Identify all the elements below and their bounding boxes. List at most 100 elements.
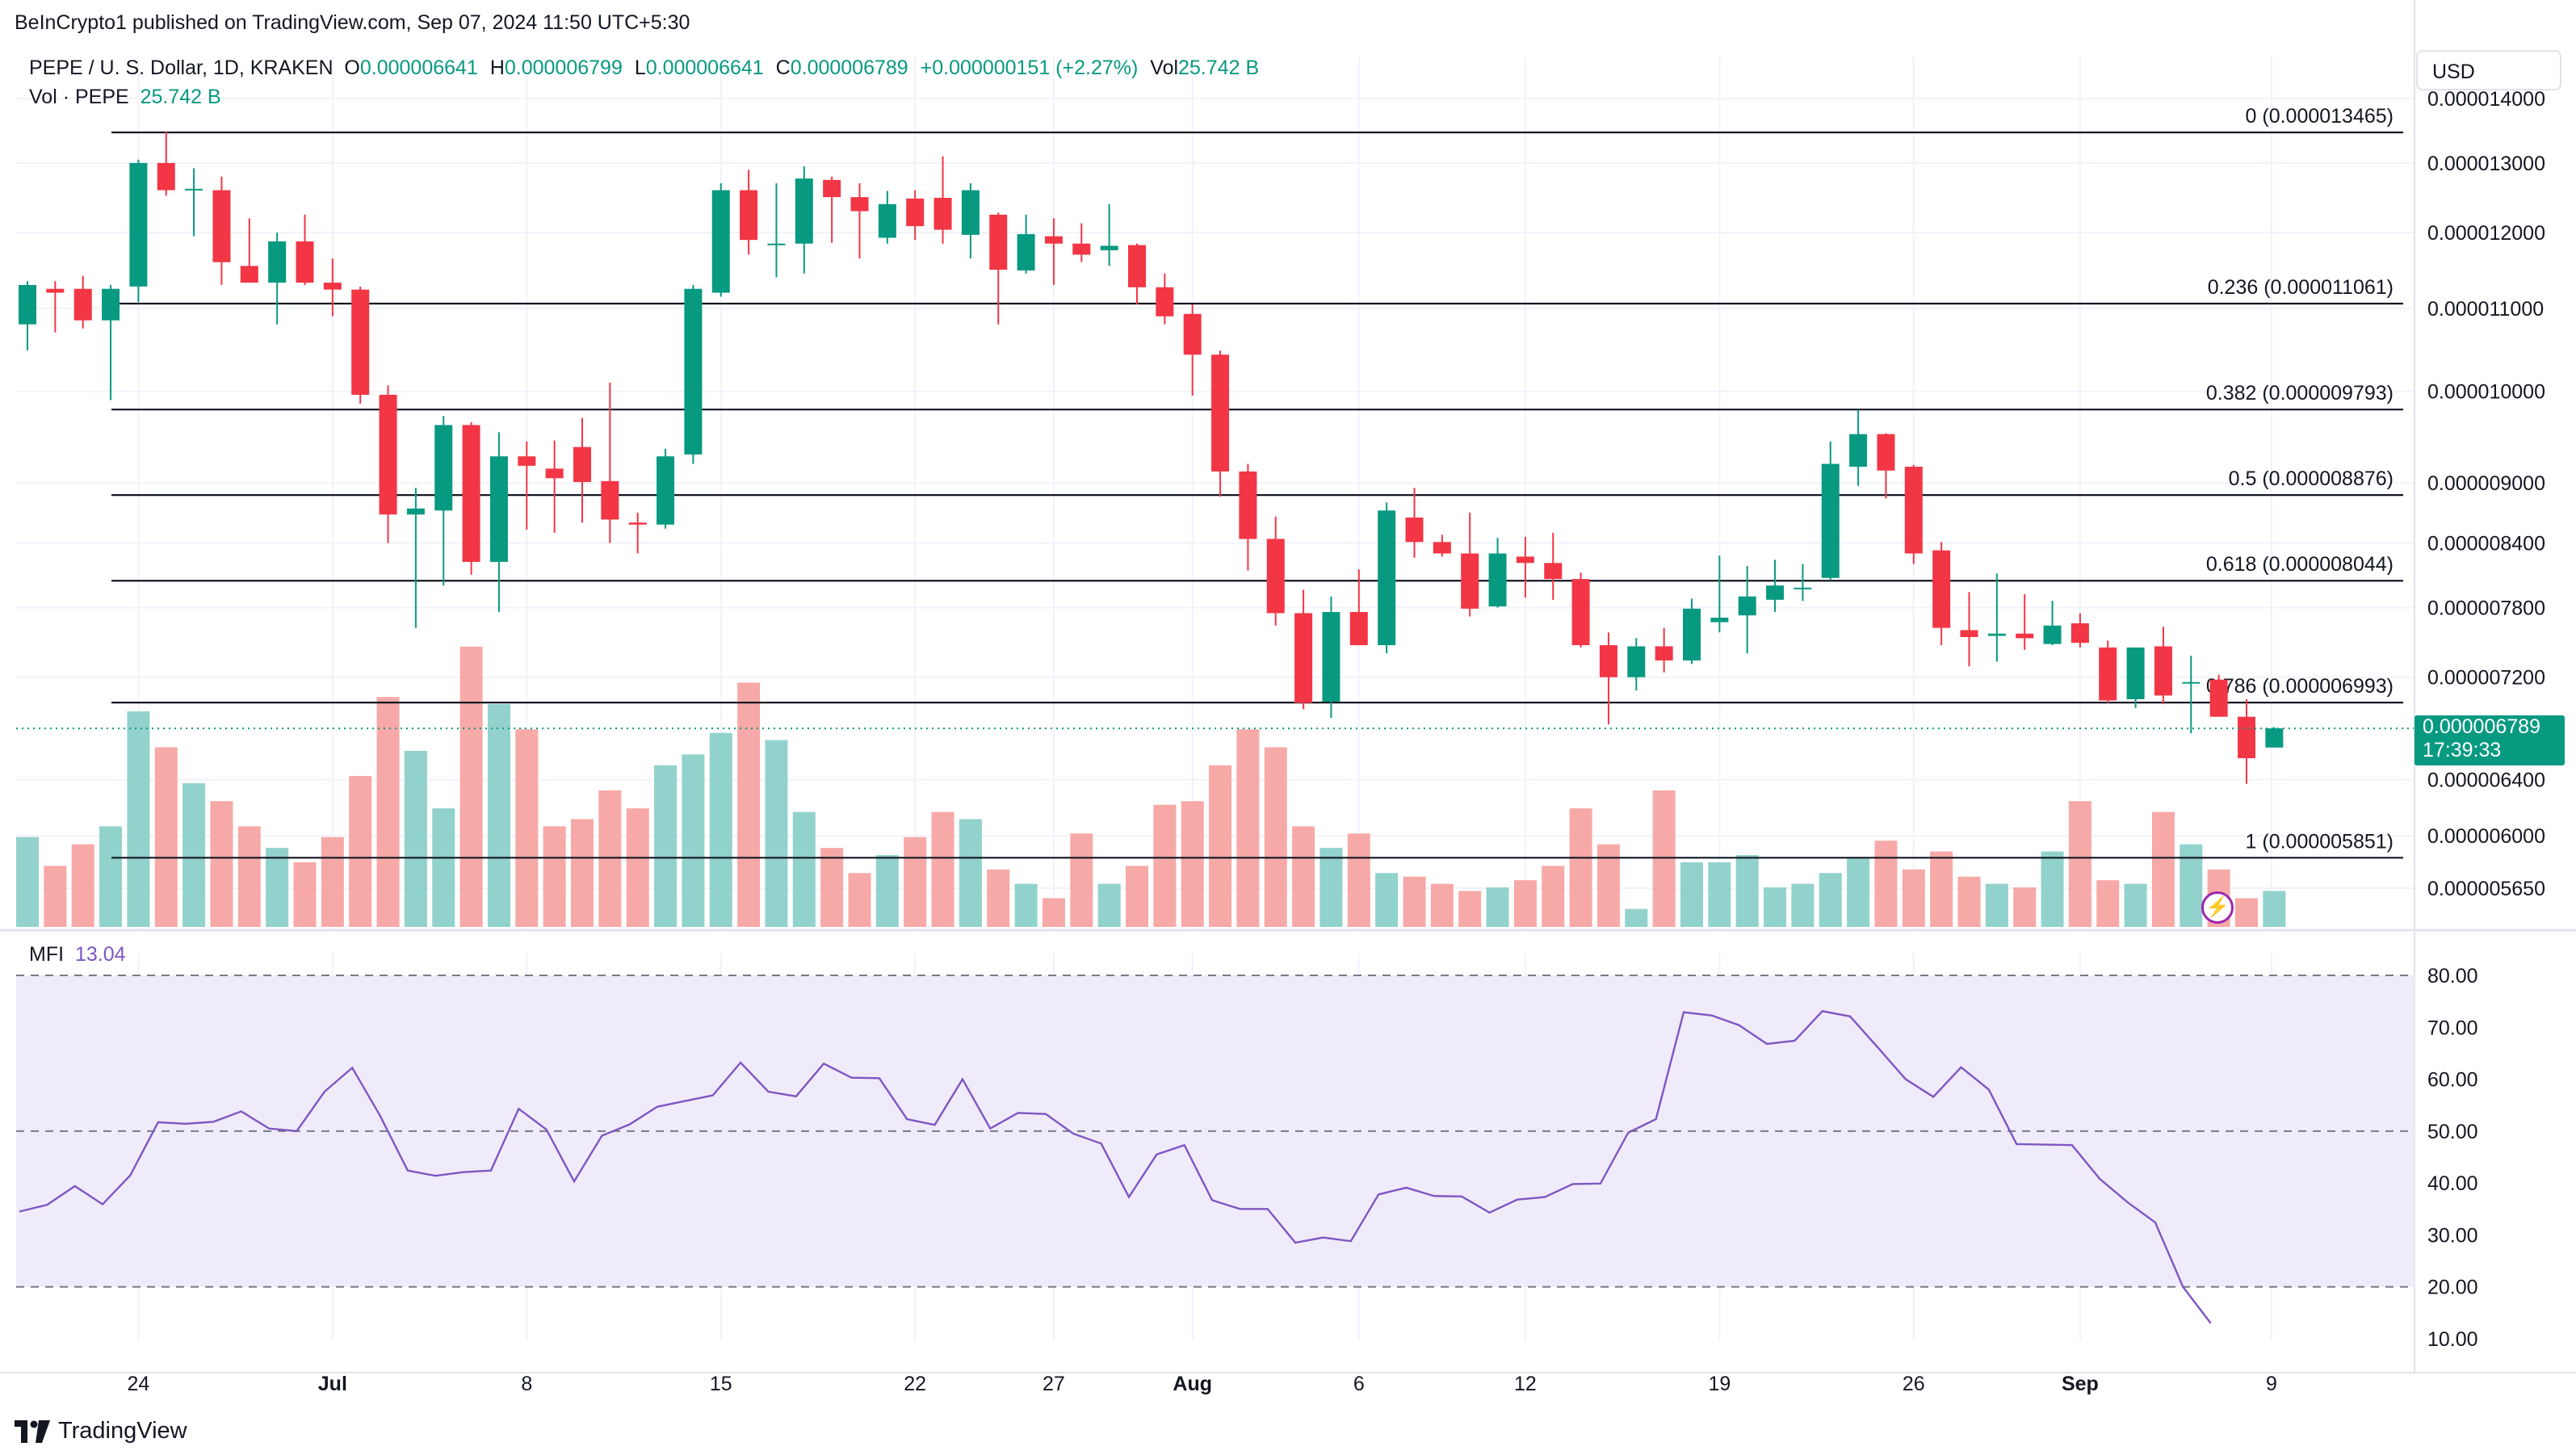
high-label: H (489, 57, 505, 79)
candle-body (1156, 287, 1174, 317)
candle-body (711, 190, 730, 293)
mfi-tick-label: 80.00 (2427, 965, 2478, 987)
volume-bar (1652, 790, 1676, 927)
candle-body (157, 162, 175, 191)
mfi-legend-label[interactable]: MFI (29, 943, 65, 966)
volume-bar (2124, 883, 2147, 927)
time-tick-label: 12 (1514, 1373, 1537, 1395)
candle-body (684, 288, 703, 455)
candlesticks (16, 131, 2414, 784)
time-tick-label: 24 (127, 1373, 149, 1395)
candle-body (129, 162, 148, 287)
volume-bar (2235, 898, 2258, 927)
volume-legend-value: 25.742 B (140, 86, 221, 108)
candle-body (323, 283, 342, 290)
candle-body (1461, 553, 1479, 609)
volume-bar (1375, 873, 1399, 927)
candle-body (1710, 617, 1729, 623)
last-price-tag: 0.000006789 17:39:33 (2414, 715, 2565, 765)
time-tick-label: Jul (318, 1373, 347, 1395)
candle-body (2016, 633, 2034, 639)
bar-countdown: 17:39:33 (2423, 739, 2502, 761)
fib-level-label: 0.236 (0.000011061) (2208, 276, 2393, 299)
volume-bar (1847, 858, 1870, 927)
candle-body (296, 241, 314, 283)
currency-button[interactable]: USD (2416, 50, 2561, 90)
candle-body (1128, 245, 1146, 287)
volume-bar (765, 740, 788, 927)
time-tick-label: 8 (521, 1373, 532, 1395)
candle-body (2099, 647, 2117, 701)
volume-bar (931, 811, 954, 927)
symbol-title[interactable]: PEPE / U. S. Dollar, 1D, KRAKEN (29, 57, 334, 79)
volume-bar (1264, 747, 1287, 927)
time-tick-label: 19 (1708, 1373, 1731, 1395)
volume-bar (515, 729, 539, 927)
price-tick-label: 0.000006400 (2427, 769, 2545, 792)
volume-bar (1292, 826, 1315, 927)
price-tick-label: 0.000010000 (2427, 381, 2545, 404)
volume-legend-label[interactable]: Vol · PEPE (29, 86, 129, 108)
price-tick-label: 0.000013000 (2427, 153, 2545, 175)
volume-bar (1513, 880, 1537, 927)
volume-legend: Vol · PEPE 25.742 B (29, 86, 221, 109)
publisher-caption: BeInCrypto1 published on TradingView.com… (15, 11, 690, 34)
volume-bar (820, 848, 844, 927)
volume-bar (792, 811, 816, 927)
volume-bar (349, 776, 372, 927)
candle-body (379, 394, 397, 515)
mfi-tick-label: 70.00 (2427, 1017, 2478, 1039)
candle-body (1183, 313, 1202, 355)
volume-bar (1458, 891, 1482, 927)
volume-bar (709, 732, 732, 927)
volume-bar (1319, 848, 1343, 927)
candle-body (933, 198, 952, 230)
volume-bar (1625, 908, 1648, 927)
candle-body (1516, 556, 1534, 564)
volume-bar (404, 750, 427, 927)
time-tick-label: Sep (2062, 1373, 2099, 1395)
candle-body (1932, 550, 1951, 628)
volume-bar (1126, 866, 1148, 927)
open-value: 0.000006641 (359, 57, 478, 79)
candle-body (989, 214, 1008, 270)
lightning-icon[interactable]: ⚡ (2201, 891, 2234, 924)
fib-level-label: 0.618 (0.000008044) (2206, 553, 2393, 576)
candle-body (1987, 633, 2006, 636)
candle-body (1794, 587, 1812, 589)
volume-bar (1874, 841, 1898, 927)
volume-bar (848, 873, 871, 927)
last-price-value: 0.000006789 (2423, 715, 2540, 738)
close-label: C (775, 57, 791, 79)
volume-bar (1153, 804, 1177, 927)
candle-body (268, 241, 287, 283)
volume-bar (875, 855, 899, 927)
candle-body (1349, 611, 1368, 646)
candle-body (1544, 563, 1563, 580)
high-value: 0.000006799 (504, 57, 623, 79)
volume-bar (959, 819, 982, 927)
time-tick-label: 6 (1353, 1373, 1365, 1395)
candle-body (1433, 542, 1451, 554)
mfi-line (19, 1010, 2212, 1324)
price-tick-label: 0.000005650 (2427, 878, 2545, 900)
volume-bar (183, 783, 206, 927)
volume-bar (1042, 898, 1065, 927)
candle-body (102, 288, 120, 321)
volume-bar (266, 848, 289, 927)
candle-body (1211, 354, 1230, 472)
volume-bar (1430, 883, 1454, 927)
mfi-legend: MFI 13.04 (29, 943, 126, 967)
volume-bar (1764, 887, 1787, 927)
candle-body (906, 198, 925, 227)
price-axis[interactable]: 0.000014000 0.000013000 0.000012000 0.00001… (2414, 0, 2545, 1373)
time-axis[interactable]: 24 Jul 8 15 22 27 Aug 6 12 19 26 Sep 9 (0, 1372, 2576, 1395)
tradingview-logo[interactable]: TradingView (15, 1418, 187, 1445)
volume-bar (1209, 765, 1232, 927)
candle-body (795, 178, 813, 244)
price-tick-label: 0.000006000 (2427, 825, 2545, 848)
candle-body (1044, 236, 1063, 244)
fib-level-label: 0.5 (0.000008876) (2229, 468, 2393, 490)
candle-body (657, 456, 675, 525)
